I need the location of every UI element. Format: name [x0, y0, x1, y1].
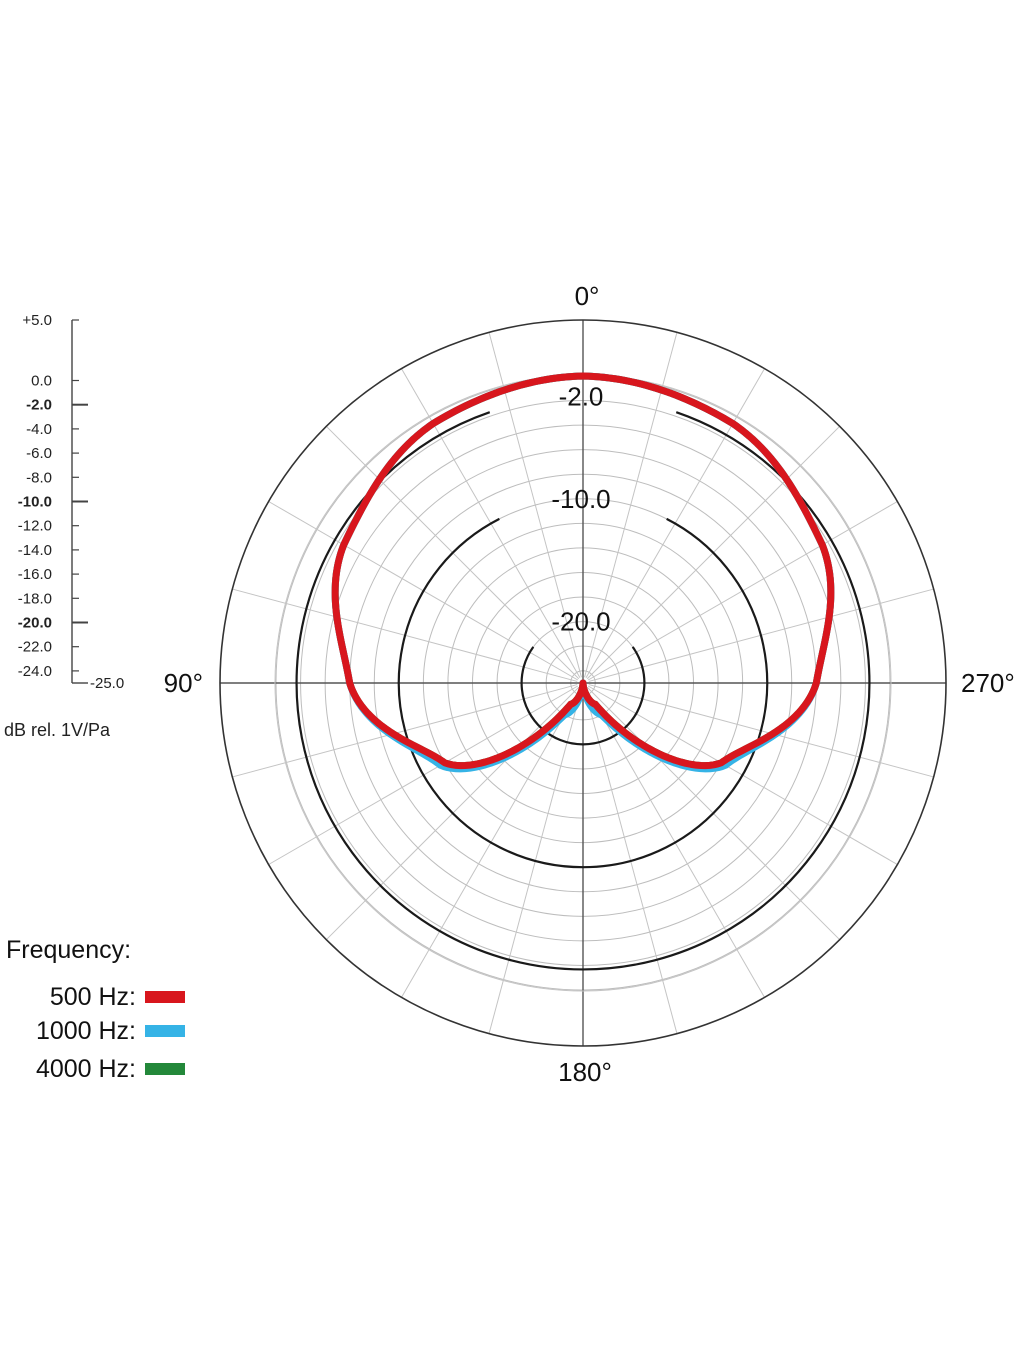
scale-tick-label: -12.0: [18, 518, 52, 535]
ring-label: -2.0: [559, 382, 604, 412]
scale-tick-label: -2.0: [26, 397, 52, 414]
legend-item-label: 500 Hz:: [50, 983, 136, 1011]
scale-tick-label: +5.0: [22, 312, 52, 329]
legend: Frequency: 500 Hz: 1000 Hz: 4000 Hz:: [6, 936, 185, 1083]
legend-swatch: [145, 1063, 185, 1075]
angle-label: 0°: [575, 281, 600, 311]
legend-item-label: 4000 Hz:: [36, 1055, 136, 1083]
angle-label: 270°: [961, 668, 1015, 698]
scale-tick-label: -8.0: [26, 469, 52, 486]
ring--10.0: [397, 517, 769, 869]
legend-item: 500 Hz:: [50, 983, 185, 1011]
legend-title: Frequency:: [6, 936, 131, 964]
ring--2.0: [295, 411, 871, 971]
legend-swatch: [145, 991, 185, 1003]
outer-ring: [219, 319, 947, 1047]
scale-tick-label: 0.0: [31, 373, 52, 390]
scale-tick-label: -24.0: [18, 663, 52, 680]
ring--20.0: [520, 646, 646, 746]
db-scale: +5.0 0.0 -2.0 -4.0 -6.0 -8.0 -10.0 -12.0 -14.0 -1…: [18, 312, 124, 692]
scale-tick-label: -6.0: [26, 445, 52, 462]
ring-labels: -2.0 -10.0 -20.0: [551, 382, 610, 637]
scale-tick-label: -18.0: [18, 590, 52, 607]
polar-curves: [331, 372, 835, 773]
angle-label: 90°: [164, 668, 203, 698]
scale-tick-label: -4.0: [26, 421, 52, 438]
scale-tick-label: -16.0: [18, 566, 52, 583]
ring-label: -20.0: [551, 607, 610, 637]
legend-swatch: [145, 1025, 185, 1037]
legend-item-label: 1000 Hz:: [36, 1017, 136, 1045]
legend-item: 4000 Hz:: [36, 1055, 185, 1083]
scale-tick-label: -25.0: [90, 675, 124, 692]
scale-tick-label: -14.0: [18, 542, 52, 559]
curve-500-hz: [331, 372, 835, 770]
angle-labels: 0° 90° 180° 270°: [164, 281, 1015, 1087]
scale-tick-label: -10.0: [18, 494, 52, 511]
legend-item: 1000 Hz:: [36, 1017, 185, 1045]
scale-tick-label: -20.0: [18, 615, 52, 632]
radial-unit-label: dB rel. 1V/Pa: [4, 720, 111, 740]
ring-label: -10.0: [551, 484, 610, 514]
scale-tick-label: -22.0: [18, 639, 52, 656]
angle-label: 180°: [558, 1057, 612, 1087]
